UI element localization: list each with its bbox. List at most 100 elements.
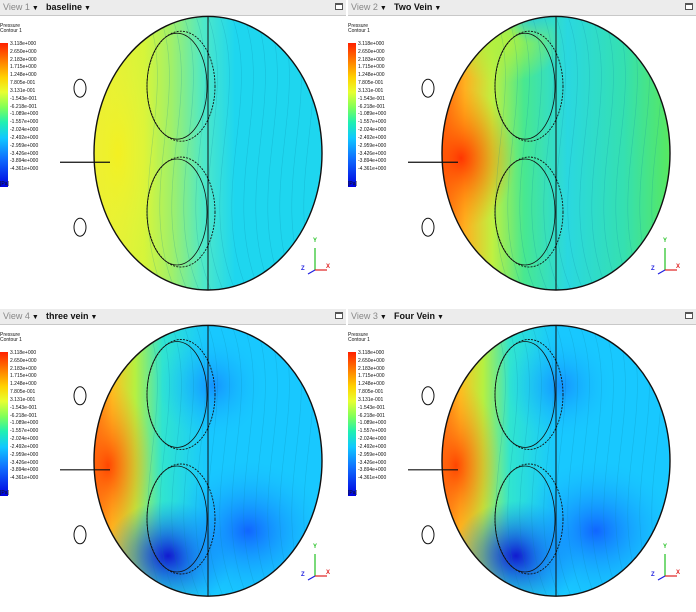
axis-z-label: Z <box>301 266 305 272</box>
view-2-title-selector[interactable]: Two Vein ▼ <box>394 0 441 16</box>
legend-labels: 3.118e+000 2.650e+000 2.183e+000 1.715e+000… <box>358 41 386 174</box>
legend-unit: [Pa] <box>348 181 357 187</box>
view-4-selector[interactable]: View 4 ▼ <box>3 309 39 325</box>
axis-triad-icon <box>657 554 677 581</box>
legend-label: -6.218e-001 <box>358 103 385 110</box>
legend-label: 3.131e-001 <box>10 396 36 403</box>
legend-label: -3.894e+000 <box>358 158 387 165</box>
legend-label: 2.650e+000 <box>358 357 385 364</box>
contour-plot[interactable] <box>348 324 696 612</box>
maximize-icon[interactable] <box>335 312 343 319</box>
axis-x-label: X <box>676 570 681 576</box>
legend-label: -2.959e+000 <box>10 451 39 458</box>
brand-name: ANSYS <box>290 40 326 51</box>
legend-label: -1.557e+000 <box>358 428 387 435</box>
legend-label: 2.183e+000 <box>358 56 385 63</box>
view-3-title-selector[interactable]: Four Vein ▼ <box>394 309 444 325</box>
contour-plot[interactable] <box>0 15 346 306</box>
axis-triad-icon <box>657 248 677 275</box>
legend-label: -2.492e+000 <box>358 443 387 450</box>
legend-label: -2.959e+000 <box>10 142 39 149</box>
legend-label: 3.131e-001 <box>10 87 36 94</box>
legend-subtitle: Contour 1 <box>348 28 370 34</box>
view-2-selector[interactable]: View 2 ▼ <box>351 0 387 16</box>
view-3-selector[interactable]: View 3 ▼ <box>351 309 387 325</box>
legend-label: 3.118e+000 <box>358 350 385 356</box>
legend-label: -3.426e+000 <box>358 150 387 157</box>
dropdown-caret-icon: ▼ <box>31 5 39 12</box>
view-4-title-selector[interactable]: three vein ▼ <box>46 309 97 325</box>
ansys-logo: ANSYS R18.1 <box>291 40 326 57</box>
legend-labels: 3.118e+000 2.650e+000 2.183e+000 1.715e+000… <box>10 350 38 483</box>
legend-label: -2.024e+000 <box>358 127 387 134</box>
legend-label: 7.805e-001 <box>10 389 36 396</box>
legend-title: Pressure <box>348 23 369 29</box>
legend-label: -3.894e+000 <box>10 467 39 474</box>
maximize-icon[interactable] <box>335 3 343 10</box>
legend-label: -4.361e+000 <box>10 166 39 173</box>
axis-x-label: X <box>326 570 331 576</box>
legend-label: 1.715e+000 <box>358 64 385 71</box>
view-1[interactable]: View 1 ▼ baseline ▼ Pressure Contour 1 3.118… <box>0 0 346 306</box>
maximize-icon[interactable] <box>685 312 693 319</box>
brand-version: R18.1 <box>312 51 326 57</box>
legend-label: 3.131e-001 <box>358 87 384 94</box>
contour-plot[interactable] <box>348 15 696 306</box>
view-1-selector[interactable]: View 1 ▼ <box>3 0 39 16</box>
axis-y-label: Y <box>663 544 668 550</box>
legend-label: 2.183e+000 <box>10 56 37 63</box>
legend-label: -1.089e+000 <box>358 420 387 427</box>
dropdown-caret-icon: ▼ <box>84 5 91 12</box>
legend-label: -2.492e+000 <box>10 443 39 450</box>
legend-label: -3.894e+000 <box>10 158 39 165</box>
brand-version: R18.1 <box>312 360 326 366</box>
axis-z-label: Z <box>651 572 655 578</box>
view-2[interactable]: View 2 ▼ Two Vein ▼ Pressure Contour 1 3.118… <box>348 0 696 306</box>
view-1-name: View 1 <box>3 2 30 12</box>
legend-label: -1.089e+000 <box>10 111 39 118</box>
view-3-name: View 3 <box>351 311 378 321</box>
legend-label: -3.894e+000 <box>358 467 387 474</box>
legend-label: -1.543e-001 <box>358 95 385 102</box>
axis-x-label: X <box>326 264 331 270</box>
legend-label: -1.557e+000 <box>358 119 387 126</box>
axis-triad-icon <box>307 248 327 275</box>
legend-label: 1.715e+000 <box>10 373 37 380</box>
legend-label: -2.959e+000 <box>358 142 387 149</box>
contour-plot[interactable] <box>0 324 346 612</box>
legend-label: 1.715e+000 <box>358 373 385 380</box>
legend-label: 2.183e+000 <box>358 365 385 372</box>
view-1-title-selector[interactable]: baseline ▼ <box>46 0 91 16</box>
ansys-logo: ANSYS R18.1 <box>641 349 676 366</box>
legend-label: -6.218e-001 <box>358 412 385 419</box>
legend-label: -1.557e+000 <box>10 119 39 126</box>
maximize-icon[interactable] <box>685 3 693 10</box>
legend-label: -2.492e+000 <box>358 134 387 141</box>
legend-colorbar <box>348 43 356 187</box>
legend-subtitle: Contour 1 <box>0 337 22 343</box>
view-3[interactable]: View 3 ▼ Four Vein ▼ Pressure Contour 1 3.11… <box>348 309 696 612</box>
dropdown-caret-icon: ▼ <box>31 314 39 321</box>
legend-colorbar <box>348 352 356 496</box>
ansys-logo: ANSYS R18.1 <box>291 349 326 366</box>
brand-version: R18.1 <box>662 51 676 57</box>
axis-x-label: X <box>676 264 681 270</box>
legend-label: 2.650e+000 <box>10 48 37 55</box>
legend-unit: [Pa] <box>0 181 9 187</box>
axis-y-label: Y <box>313 544 318 550</box>
dropdown-caret-icon: ▼ <box>379 5 387 12</box>
dropdown-caret-icon: ▼ <box>379 314 387 321</box>
axis-triad: Y X Z <box>300 238 331 280</box>
legend-unit: [Pa] <box>0 490 9 496</box>
dropdown-caret-icon: ▼ <box>434 5 442 12</box>
legend-title: Pressure <box>0 332 21 338</box>
legend-label: -3.426e+000 <box>358 459 387 466</box>
legend-subtitle: Contour 1 <box>0 28 22 34</box>
view-4[interactable]: View 4 ▼ three vein ▼ Pressure Contour 1 3.1… <box>0 309 346 612</box>
brand-name: ANSYS <box>290 349 326 360</box>
legend-colorbar <box>0 352 8 496</box>
legend-colorbar <box>0 43 8 187</box>
legend-label: -4.361e+000 <box>10 475 39 482</box>
view-2-name: View 2 <box>351 2 378 12</box>
legend-label: -1.543e-001 <box>10 95 37 102</box>
